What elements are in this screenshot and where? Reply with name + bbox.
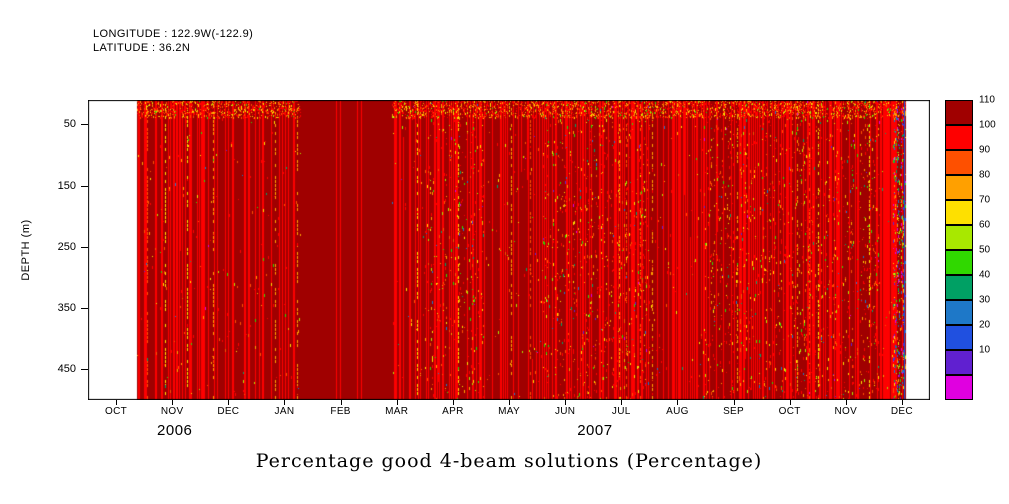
x-month-label: JUL (611, 406, 631, 417)
x-tick-mark (284, 400, 286, 405)
colorbar-tick-label: 50 (979, 244, 991, 256)
station-info: LONGITUDE : 122.9W(-122.9) LATITUDE : 36… (93, 27, 253, 55)
colorbar-band (945, 375, 973, 400)
colorbar-tick-label: 110 (979, 94, 995, 106)
y-tick-label: 350 (57, 302, 76, 315)
x-tick-mark (901, 400, 903, 405)
colorbar-tick-label: 60 (979, 219, 991, 231)
x-tick-mark (845, 400, 847, 405)
colorbar-band (945, 175, 973, 200)
colorbar-band (945, 200, 973, 225)
colorbar-band (945, 300, 973, 325)
colorbar-tick-label: 40 (979, 269, 991, 281)
x-tick-mark (396, 400, 398, 405)
x-month-label: MAR (385, 406, 409, 417)
x-month-label: OCT (105, 406, 128, 417)
y-tick-mark (81, 369, 88, 371)
x-tick-mark (340, 400, 342, 405)
x-month-label: DEC (890, 406, 913, 417)
colorbar-band (945, 325, 973, 350)
y-tick-mark (81, 308, 88, 310)
x-month-label: APR (442, 406, 464, 417)
colorbar-band (945, 125, 973, 150)
colorbar-band (945, 275, 973, 300)
chart-title: Percentage good 4-beam solutions (Percen… (255, 450, 763, 472)
x-tick-mark (172, 400, 174, 405)
x-tick-mark (789, 400, 791, 405)
latitude-label: LATITUDE : 36.2N (93, 42, 191, 54)
year-label: 2007 (577, 422, 613, 439)
colorbar-tick-label: 10 (979, 344, 991, 356)
y-tick-mark (81, 185, 88, 187)
x-month-label: NOV (834, 406, 858, 417)
colorbar-tick-label: 70 (979, 194, 991, 206)
x-tick-mark (509, 400, 510, 405)
colorbar-band (945, 225, 973, 250)
x-month-label: OCT (778, 406, 801, 417)
x-month-label: DEC (217, 406, 240, 417)
colorbar-tick-label: 30 (979, 294, 991, 306)
x-tick-mark (733, 400, 735, 405)
colorbar-tick-label: 80 (979, 169, 991, 181)
colorbar-tick-label: 20 (979, 319, 991, 331)
x-tick-mark (565, 400, 567, 405)
x-month-label: FEB (330, 406, 351, 417)
x-tick-mark (677, 400, 679, 405)
x-tick-mark (228, 400, 230, 405)
y-tick-label: 450 (57, 363, 76, 376)
x-month-label: JUN (554, 406, 576, 417)
x-month-label: SEP (723, 406, 744, 417)
colorbar-band (945, 150, 973, 175)
x-tick-mark (621, 400, 623, 405)
y-tick-label: 50 (63, 118, 76, 131)
x-month-label: JAN (274, 406, 295, 417)
y-tick-mark (81, 124, 88, 126)
y-tick-label: 250 (57, 240, 76, 253)
x-month-label: NOV (160, 406, 184, 417)
longitude-label: LONGITUDE : 122.9W(-122.9) (93, 28, 254, 40)
heatmap-canvas (88, 100, 930, 400)
x-tick-mark (452, 400, 454, 405)
x-tick-mark (116, 400, 118, 405)
colorbar-band (945, 250, 973, 275)
colorbar-band (945, 100, 973, 125)
y-tick-mark (81, 246, 88, 248)
y-axis-label: DEPTH (m) (20, 219, 32, 281)
y-tick-label: 150 (57, 179, 76, 192)
x-month-label: AUG (666, 406, 689, 417)
colorbar-tick-label: 100 (979, 119, 996, 131)
colorbar-tick-label: 90 (979, 144, 991, 156)
x-month-label: MAY (498, 406, 520, 417)
colorbar-band (945, 350, 973, 375)
year-label: 2006 (157, 422, 193, 439)
